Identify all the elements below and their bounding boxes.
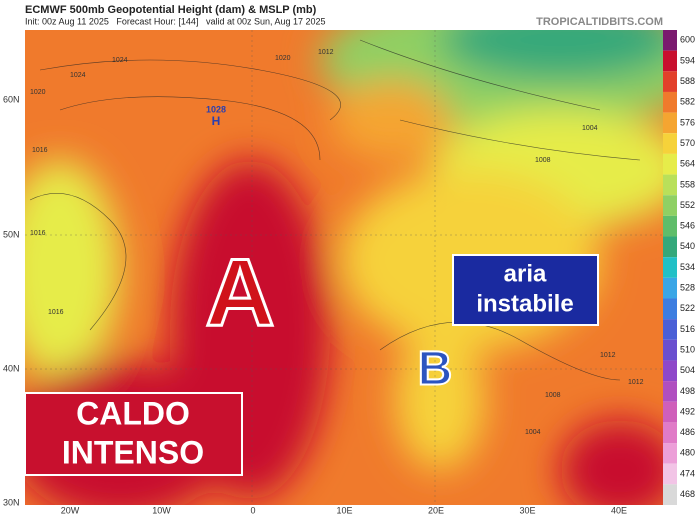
box-east-text: instabile xyxy=(476,290,573,317)
lon-label: 10E xyxy=(336,505,352,515)
colorbar-cell xyxy=(663,298,677,320)
colorbar-label: 540 xyxy=(680,241,695,251)
colorbar-cell xyxy=(663,443,677,464)
colorbar-label: 582 xyxy=(680,97,695,107)
colorbar-cell xyxy=(663,339,677,361)
colorbar-cell xyxy=(663,484,677,505)
isobar-label: 1012 xyxy=(628,379,644,386)
isobar-label: 1012 xyxy=(600,352,616,359)
colorbar-label: 480 xyxy=(680,448,695,458)
lon-label: 10W xyxy=(152,505,171,515)
source: TROPICALTIDBITS.COM xyxy=(536,16,663,28)
box-west xyxy=(24,392,243,476)
isobar-label: 1012 xyxy=(318,49,334,56)
colorbar-cell xyxy=(663,257,677,278)
lat-label: 30N xyxy=(3,497,20,507)
box-west-text: INTENSO xyxy=(62,434,204,470)
isobar-label: 1008 xyxy=(535,157,551,164)
box-west-text: CALDO xyxy=(76,395,190,431)
colorbar-label: 570 xyxy=(680,138,695,148)
colorbar-cell xyxy=(663,195,677,216)
isobar-label: 1016 xyxy=(32,147,48,154)
box-east xyxy=(452,254,599,326)
isobar-label: 1024 xyxy=(70,72,86,79)
lon-label: 20W xyxy=(61,505,80,515)
colorbar-cell xyxy=(663,153,677,175)
isobar-label: 1004 xyxy=(582,125,598,132)
low-label: B xyxy=(418,343,453,396)
lon-label: 30E xyxy=(519,505,535,515)
lon-label: 40E xyxy=(611,505,627,515)
isobar-label: 1020 xyxy=(30,89,46,96)
colorbar-label: 510 xyxy=(680,344,695,354)
colorbar-cell xyxy=(663,401,677,423)
colorbar-cell xyxy=(663,71,677,92)
colorbar-label: 588 xyxy=(680,76,695,86)
colorbar-label: 552 xyxy=(680,200,695,210)
high-label: A xyxy=(205,239,274,346)
lat-label: 40N xyxy=(3,363,20,373)
colorbar-label: 600 xyxy=(680,35,695,45)
colorbar-cell xyxy=(663,133,677,154)
isobar-label: 1004 xyxy=(525,429,541,436)
colorbar-cell xyxy=(663,422,677,444)
colorbar-label: 528 xyxy=(680,283,695,293)
colorbar-label: 492 xyxy=(680,406,695,416)
colorbar-cell xyxy=(663,277,677,299)
pressure-value: 1028 xyxy=(206,104,226,114)
colorbar-cell xyxy=(663,112,677,134)
colorbar-cell xyxy=(663,50,677,72)
colorbar-cell xyxy=(663,30,677,51)
colorbar-cell xyxy=(663,236,677,258)
colorbar-label: 558 xyxy=(680,179,695,189)
lon-label: 0 xyxy=(250,505,255,515)
lon-label: 20E xyxy=(428,505,444,515)
colorbar-label: 504 xyxy=(680,365,695,375)
colorbar-cell xyxy=(663,381,677,402)
colorbar-cell xyxy=(663,360,677,382)
title: ECMWF 500mb Geopotential Height (dam) & … xyxy=(25,4,317,16)
colorbar-label: 522 xyxy=(680,303,695,313)
colorbar-label: 474 xyxy=(680,468,695,478)
colorbar-label: 486 xyxy=(680,427,695,437)
lat-label: 50N xyxy=(3,229,20,239)
colorbar-label: 564 xyxy=(680,159,695,169)
colorbar-label: 516 xyxy=(680,324,695,334)
box-east-text: aria xyxy=(504,260,547,287)
colorbar-cell xyxy=(663,319,677,340)
colorbar-cell xyxy=(663,215,677,237)
isobar-label: 1020 xyxy=(275,55,291,62)
colorbar-cell xyxy=(663,91,677,113)
colorbar-label: 546 xyxy=(680,221,695,231)
colorbar-label: 468 xyxy=(680,489,695,499)
colorbar-label: 534 xyxy=(680,262,695,272)
isobar-label: 1016 xyxy=(48,309,64,316)
pressure-symbol: H xyxy=(212,114,221,128)
isobar-label: 1016 xyxy=(30,230,46,237)
colorbar-cell xyxy=(663,463,677,485)
colorbar-label: 594 xyxy=(680,55,695,65)
isobar-label: 1024 xyxy=(112,57,128,64)
colorbar-label: 576 xyxy=(680,117,695,127)
isobar-label: 1008 xyxy=(545,392,561,399)
subtitle: Init: 00z Aug 11 2025 Forecast Hour: [14… xyxy=(25,16,326,26)
lat-label: 60N xyxy=(3,94,20,104)
colorbar-label: 498 xyxy=(680,386,695,396)
colorbar-cell xyxy=(663,174,677,196)
